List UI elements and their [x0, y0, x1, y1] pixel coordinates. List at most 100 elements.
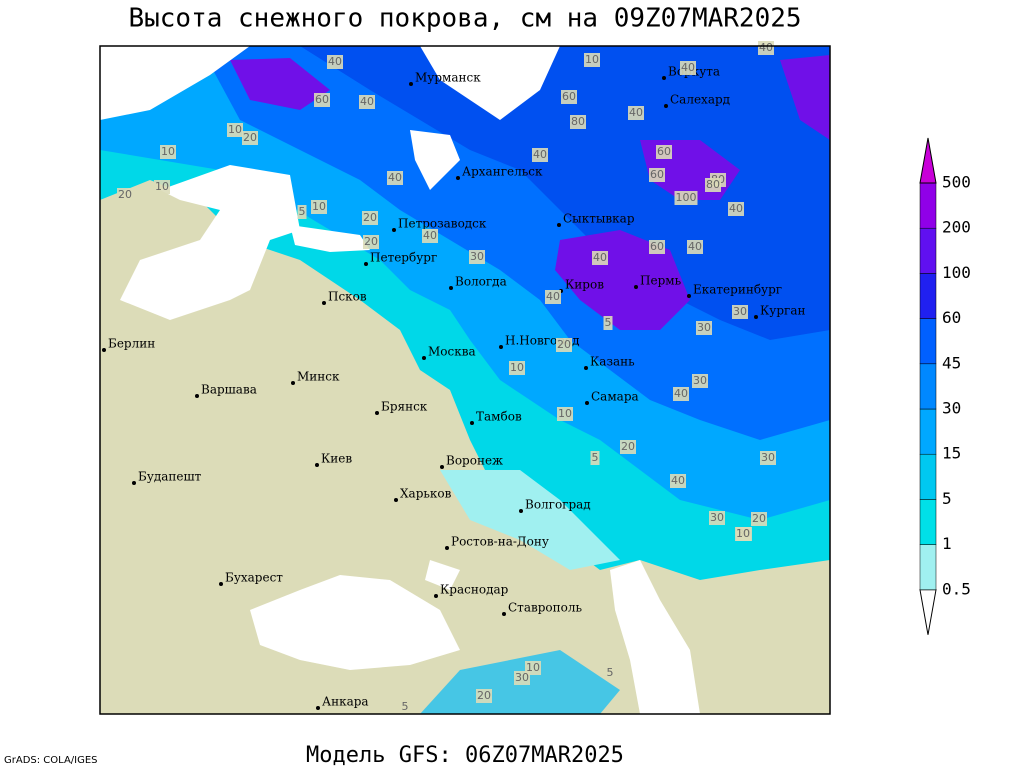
contour-label-bg — [422, 229, 438, 243]
contour-label-bg — [670, 474, 686, 488]
city-label: Казань — [590, 355, 635, 369]
contour-label: 40 — [423, 229, 437, 242]
legend-bin — [919, 499, 937, 545]
contour-label: 40 — [688, 240, 702, 253]
legend-bin — [919, 273, 937, 319]
contour-label-bg — [692, 374, 708, 388]
contour-label: 10 — [585, 53, 599, 66]
contour-label-bg — [709, 511, 725, 525]
city-dot — [392, 228, 396, 232]
legend-bin — [919, 408, 937, 455]
contour-label-bg — [532, 148, 548, 162]
city-label: Воронеж — [446, 454, 503, 468]
contour-label: 40 — [671, 474, 685, 487]
city-dot — [195, 394, 199, 398]
contour-label: 60 — [657, 145, 671, 158]
legend-bin — [919, 544, 937, 591]
contour-label: 10 — [736, 527, 750, 540]
city-label: Псков — [328, 290, 367, 304]
city-dot — [456, 176, 460, 180]
contour-label-bg — [656, 145, 672, 159]
city-label: Москва — [428, 345, 476, 359]
contour-label: 30 — [470, 250, 484, 263]
contour-label-bg — [705, 178, 721, 192]
contour-label-bg — [514, 671, 530, 685]
contour-label-bg — [760, 451, 776, 465]
contour-label: 10 — [312, 200, 326, 213]
contour-label: 10 — [510, 361, 524, 374]
contour-label-bg — [751, 512, 767, 526]
city-label: Сыктывкар — [563, 212, 635, 226]
city-label: Петербург — [370, 251, 437, 265]
credit: GrADS: COLA/IGES — [4, 755, 98, 766]
legend-bin — [919, 318, 937, 365]
contour-label-bg — [154, 180, 170, 194]
map-frame — [99, 45, 831, 715]
legend-bin — [919, 227, 937, 274]
contour-label: 40 — [546, 290, 560, 303]
contour-label: 40 — [681, 61, 695, 74]
contour-label-bg — [476, 689, 492, 703]
city-dot — [375, 411, 379, 415]
city-label: Ростов-на-Дону — [451, 535, 549, 549]
city-dot — [364, 262, 368, 266]
contour-label: 5 — [402, 700, 409, 713]
contour-label-bg — [605, 666, 615, 680]
contour-label: 20 — [477, 689, 491, 702]
city-label: Архангельск — [462, 165, 543, 179]
contour-label: 30 — [710, 511, 724, 524]
contour-label-bg — [545, 290, 561, 304]
contour-label-bg — [628, 106, 644, 120]
contour-label-bg — [673, 387, 689, 401]
city-label: Тамбов — [476, 410, 522, 424]
city-label: Вологда — [455, 275, 507, 289]
contour-label-bg — [732, 305, 748, 319]
city-dot — [754, 315, 758, 319]
city-dot — [132, 481, 136, 485]
city-dot — [291, 381, 295, 385]
contour-label: 60 — [315, 93, 329, 106]
contour-label-bg — [160, 145, 176, 159]
legend-below — [919, 589, 937, 635]
contour-label: 30 — [697, 321, 711, 334]
contour-label-bg — [311, 200, 327, 214]
contour-label-bg — [242, 131, 258, 145]
contour-label-bg — [570, 115, 586, 129]
legend-bin — [919, 363, 937, 410]
contour-label-bg — [387, 171, 403, 185]
contour-label-bg — [561, 90, 577, 104]
city-label: Минск — [297, 370, 340, 384]
city-label: Будапешт — [138, 470, 202, 484]
contour-label-bg — [649, 240, 665, 254]
contour-label: 30 — [733, 305, 747, 318]
city-dot — [557, 223, 561, 227]
contour-label-bg — [363, 235, 379, 249]
contour-label-bg — [362, 211, 378, 225]
contour-label-bg — [649, 168, 665, 182]
city-dot — [449, 286, 453, 290]
contour-label-bg — [400, 700, 410, 714]
city-label: Анкара — [322, 695, 369, 709]
contour-label: 30 — [693, 374, 707, 387]
contour-label: 20 — [363, 211, 377, 224]
contour-label: 80 — [571, 115, 585, 128]
city-label: Екатеринбург — [693, 283, 782, 297]
contour-label: 40 — [360, 95, 374, 108]
contour-label: 30 — [761, 451, 775, 464]
legend-label: 15 — [942, 444, 961, 463]
contour-label-bg — [297, 205, 307, 219]
city-dot — [662, 76, 666, 80]
contour-label-bg — [680, 61, 696, 75]
city-label: Краснодар — [440, 583, 509, 597]
contour-label: 20 — [621, 440, 635, 453]
city-label: Самара — [591, 390, 639, 404]
contour-label: 5 — [605, 316, 612, 329]
contour-label-bg — [728, 202, 744, 216]
contour-label-bg — [227, 123, 243, 137]
city-label: Волгоград — [525, 498, 591, 512]
contour-label: 40 — [533, 148, 547, 161]
contour-label: 20 — [118, 188, 132, 201]
contour-label-bg — [469, 250, 485, 264]
contour-label: 60 — [650, 168, 664, 181]
